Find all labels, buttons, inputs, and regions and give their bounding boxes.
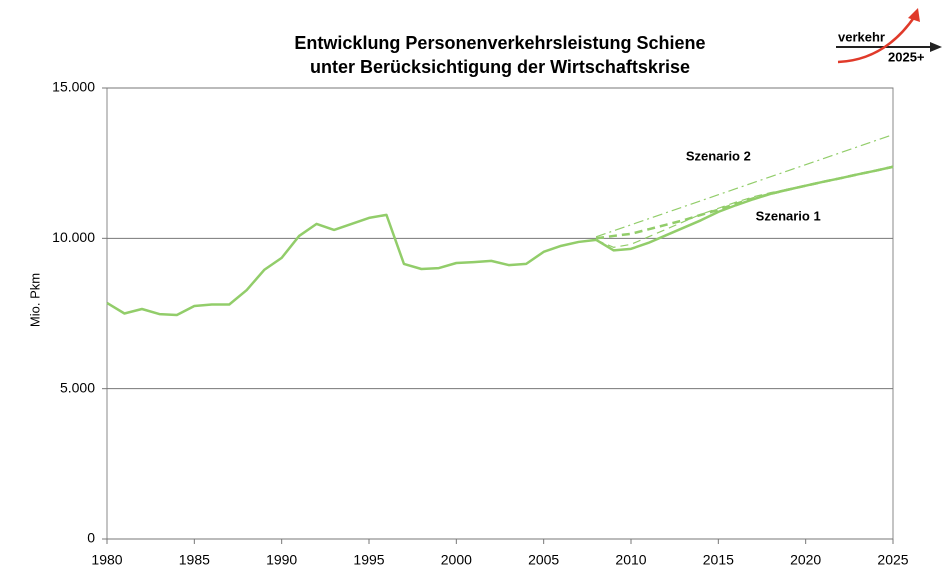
logo-curve [837, 15, 917, 64]
logo-arrowhead [930, 42, 942, 52]
x-tick-label: 1985 [179, 552, 210, 568]
x-tick-label: 1990 [266, 552, 297, 568]
series-line [106, 213, 597, 317]
x-tick-label: 2000 [441, 552, 472, 568]
series-line [595, 166, 894, 248]
annotation: Szenario 1 [756, 209, 821, 224]
logo-curve-head [908, 8, 920, 22]
y-tick-label: 15.000 [52, 79, 95, 95]
series-line [595, 134, 894, 238]
x-tick-label: 1995 [353, 552, 384, 568]
x-tick-label: 2025 [877, 552, 908, 568]
y-tick-label: 10.000 [52, 229, 95, 245]
x-tick-label: 2010 [615, 552, 646, 568]
annotation: Szenario 2 [686, 149, 751, 164]
logo-text: 2025+ [888, 49, 925, 64]
chart-title: Entwicklung Personenverkehrsleistung Sch… [294, 33, 705, 53]
plot-area [106, 87, 894, 540]
x-tick-label: 2020 [790, 552, 821, 568]
x-tick-label: 1980 [91, 552, 122, 568]
series-line [595, 165, 894, 252]
x-tick-label: 2005 [528, 552, 559, 568]
logo: verkehr 2025+ [836, 8, 942, 64]
y-tick-label: 5.000 [60, 379, 95, 395]
y-axis-label: Mio. Pkm [27, 273, 42, 327]
logo-text: verkehr [838, 29, 885, 44]
chart-title: unter Berücksichtigung der Wirtschaftskr… [310, 57, 690, 77]
y-tick-label: 0 [87, 530, 95, 546]
x-tick-label: 2015 [703, 552, 734, 568]
